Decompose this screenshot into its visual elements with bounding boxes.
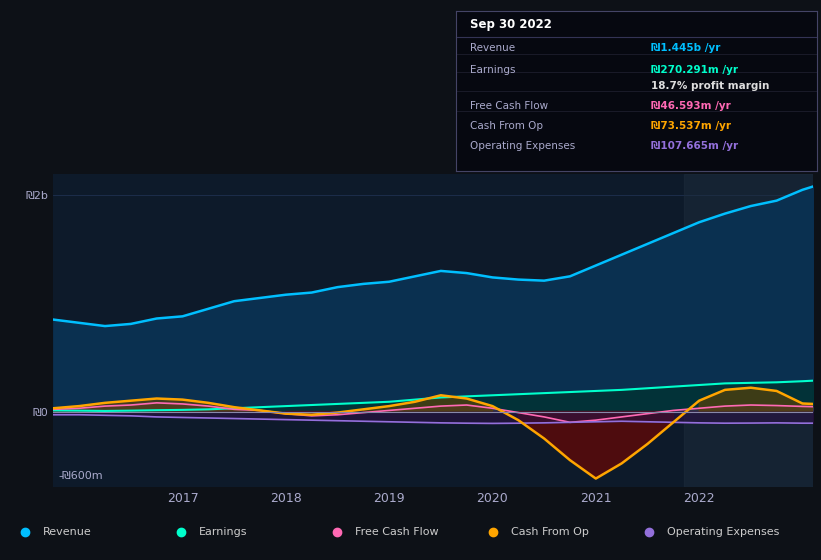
Text: ₪46.593m /yr: ₪46.593m /yr (651, 101, 731, 110)
Text: ₪270.291m /yr: ₪270.291m /yr (651, 64, 738, 74)
Text: 18.7% profit margin: 18.7% profit margin (651, 81, 769, 91)
Text: ₪73.537m /yr: ₪73.537m /yr (651, 120, 731, 130)
Text: Cash From Op: Cash From Op (470, 120, 544, 130)
Text: ₪1.445b /yr: ₪1.445b /yr (651, 43, 720, 53)
Text: Operating Expenses: Operating Expenses (667, 528, 779, 538)
Text: Operating Expenses: Operating Expenses (470, 141, 576, 151)
Text: Earnings: Earnings (470, 64, 516, 74)
Text: Earnings: Earnings (199, 528, 247, 538)
Text: Cash From Op: Cash From Op (511, 528, 589, 538)
Text: Free Cash Flow: Free Cash Flow (355, 528, 438, 538)
Text: ₪107.665m /yr: ₪107.665m /yr (651, 141, 738, 151)
Text: Revenue: Revenue (43, 528, 91, 538)
Text: Sep 30 2022: Sep 30 2022 (470, 18, 552, 31)
Text: -₪600m: -₪600m (58, 472, 103, 482)
Text: Revenue: Revenue (470, 43, 516, 53)
Bar (684, 174, 813, 487)
Text: Free Cash Flow: Free Cash Flow (470, 101, 548, 110)
